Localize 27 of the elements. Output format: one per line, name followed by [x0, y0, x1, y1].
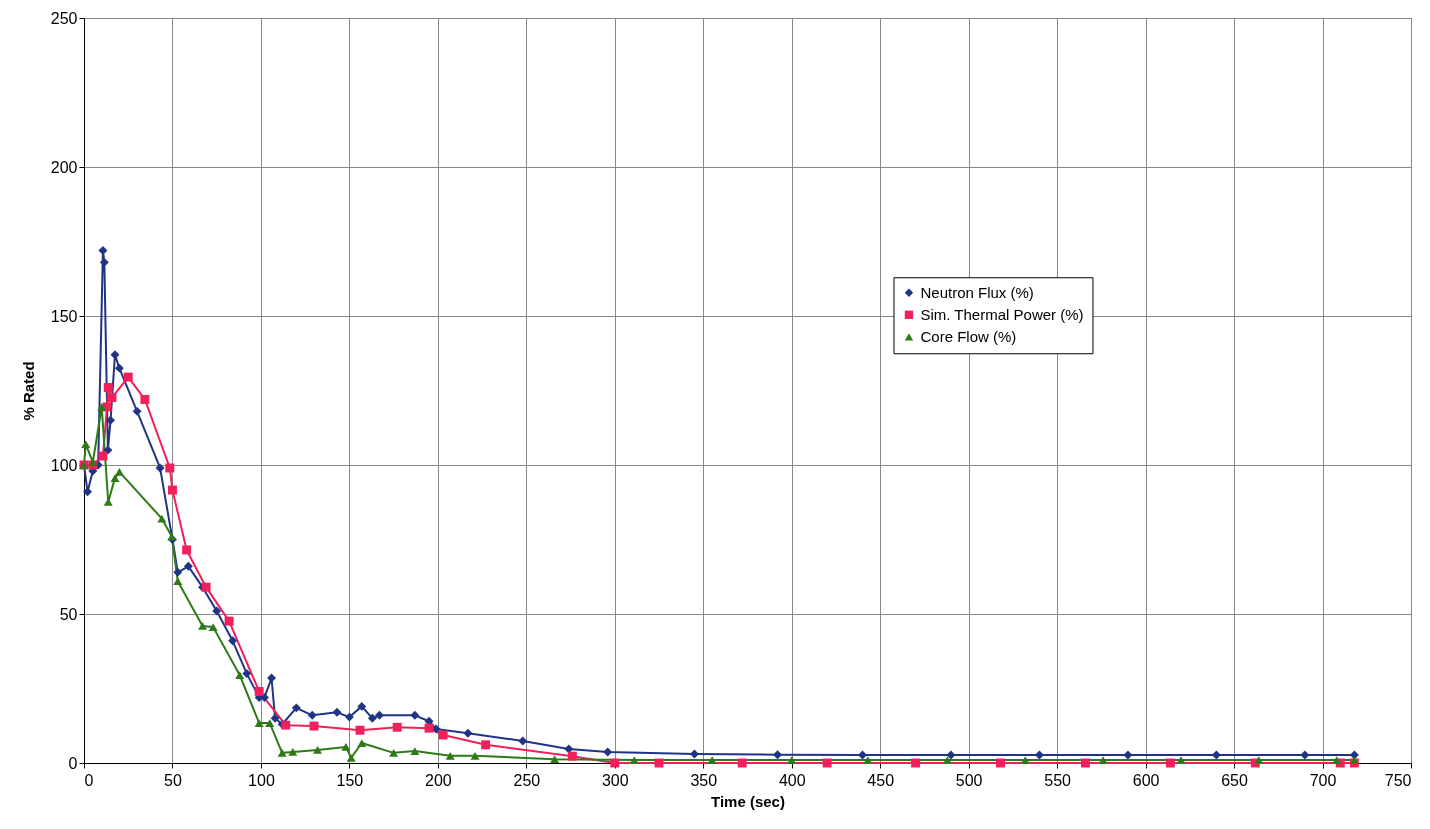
- legend-label: Core Flow (%): [920, 327, 1017, 345]
- x-tick-label: 0: [84, 771, 94, 789]
- y-tick-label: 200: [50, 158, 78, 176]
- x-tick-label: 350: [690, 771, 718, 789]
- x-tick-label: 600: [1132, 771, 1160, 789]
- x-tick-label: 200: [425, 771, 452, 789]
- x-tick-label: 450: [867, 771, 895, 789]
- y-axis-title: % Rated: [19, 361, 37, 421]
- x-axis-title: Time (sec): [711, 792, 785, 810]
- x-tick-label: 250: [513, 771, 541, 789]
- x-tick-label: 750: [1384, 771, 1412, 789]
- x-tick-label: 400: [778, 771, 806, 789]
- y-tick-label: 0: [68, 754, 78, 772]
- y-tick-label: 50: [59, 605, 78, 623]
- x-tick-label: 300: [601, 771, 629, 789]
- x-tick-label: 100: [248, 771, 275, 789]
- x-tick-label: 150: [336, 771, 364, 789]
- x-tick-label: 500: [955, 771, 983, 789]
- x-tick-label: 550: [1044, 771, 1072, 789]
- x-tick-label: 50: [164, 771, 182, 789]
- legend-label: Sim. Thermal Power (%): [920, 305, 1084, 323]
- y-tick-label: 150: [50, 307, 78, 325]
- y-tick-label: 250: [50, 9, 78, 27]
- x-tick-label: 700: [1309, 771, 1337, 789]
- legend-label: Neutron Flux (%): [920, 283, 1034, 301]
- x-tick-label: 650: [1221, 771, 1249, 789]
- y-tick-label: 100: [50, 456, 78, 474]
